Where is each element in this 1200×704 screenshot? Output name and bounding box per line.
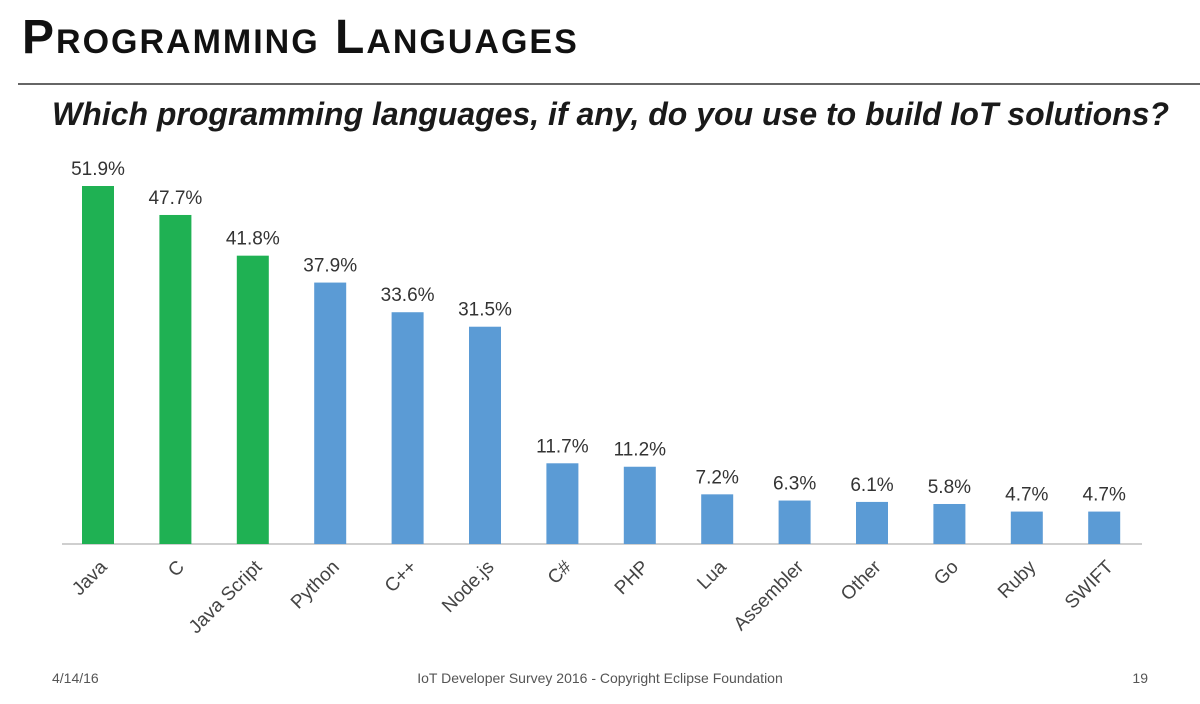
data-label: 51.9% xyxy=(71,159,125,180)
data-label: 33.6% xyxy=(381,285,435,306)
slide-subtitle: Which programming languages, if any, do … xyxy=(52,96,1170,132)
data-label: 6.3% xyxy=(773,474,816,495)
category-label: SWIFT xyxy=(1061,556,1118,613)
category-label: Ruby xyxy=(994,556,1041,603)
category-label: Other xyxy=(837,556,886,605)
category-label: C++ xyxy=(381,557,421,597)
data-label: 5.8% xyxy=(928,477,971,498)
bar-php xyxy=(623,466,656,544)
bar-c xyxy=(159,214,192,544)
bar-go xyxy=(933,503,966,544)
bar-java-script xyxy=(236,255,269,545)
category-label: Lua xyxy=(693,556,731,594)
category-label: Go xyxy=(930,557,963,590)
data-label: 31.5% xyxy=(458,300,512,321)
bar-c- xyxy=(546,463,579,544)
bar-java xyxy=(82,186,114,544)
category-label: Java Script xyxy=(185,556,267,638)
data-label: 7.2% xyxy=(696,467,739,488)
data-label: 37.9% xyxy=(303,256,357,277)
bar-assembler xyxy=(778,500,811,544)
bar-c- xyxy=(391,312,424,544)
bar-node-js xyxy=(469,326,501,544)
title-divider xyxy=(18,83,1200,85)
footer-page-number: 19 xyxy=(1132,670,1148,686)
category-label: C xyxy=(164,557,189,582)
data-label: 47.7% xyxy=(148,188,202,209)
data-label: 41.8% xyxy=(226,229,280,250)
bar-ruby xyxy=(1010,511,1043,544)
data-label: 11.2% xyxy=(614,440,667,461)
data-label: 6.1% xyxy=(850,475,893,496)
footer-source: IoT Developer Survey 2016 - Copyright Ec… xyxy=(417,670,783,686)
category-label: C# xyxy=(544,556,576,588)
category-label: Java xyxy=(68,556,112,600)
data-label: 4.7% xyxy=(1005,485,1048,506)
bar-other xyxy=(856,501,888,544)
bar-lua xyxy=(701,494,734,544)
category-label: Node.js xyxy=(438,557,498,617)
category-label: PHP xyxy=(611,557,653,599)
bar-python xyxy=(314,282,347,544)
footer-date: 4/14/16 xyxy=(52,670,99,686)
data-label: 11.7% xyxy=(536,436,589,457)
data-label: 4.7% xyxy=(1083,485,1126,506)
slide-title: Programming Languages xyxy=(22,11,579,64)
bar-swift xyxy=(1088,511,1121,544)
category-label: Assembler xyxy=(730,556,809,635)
category-label: Python xyxy=(287,557,344,614)
